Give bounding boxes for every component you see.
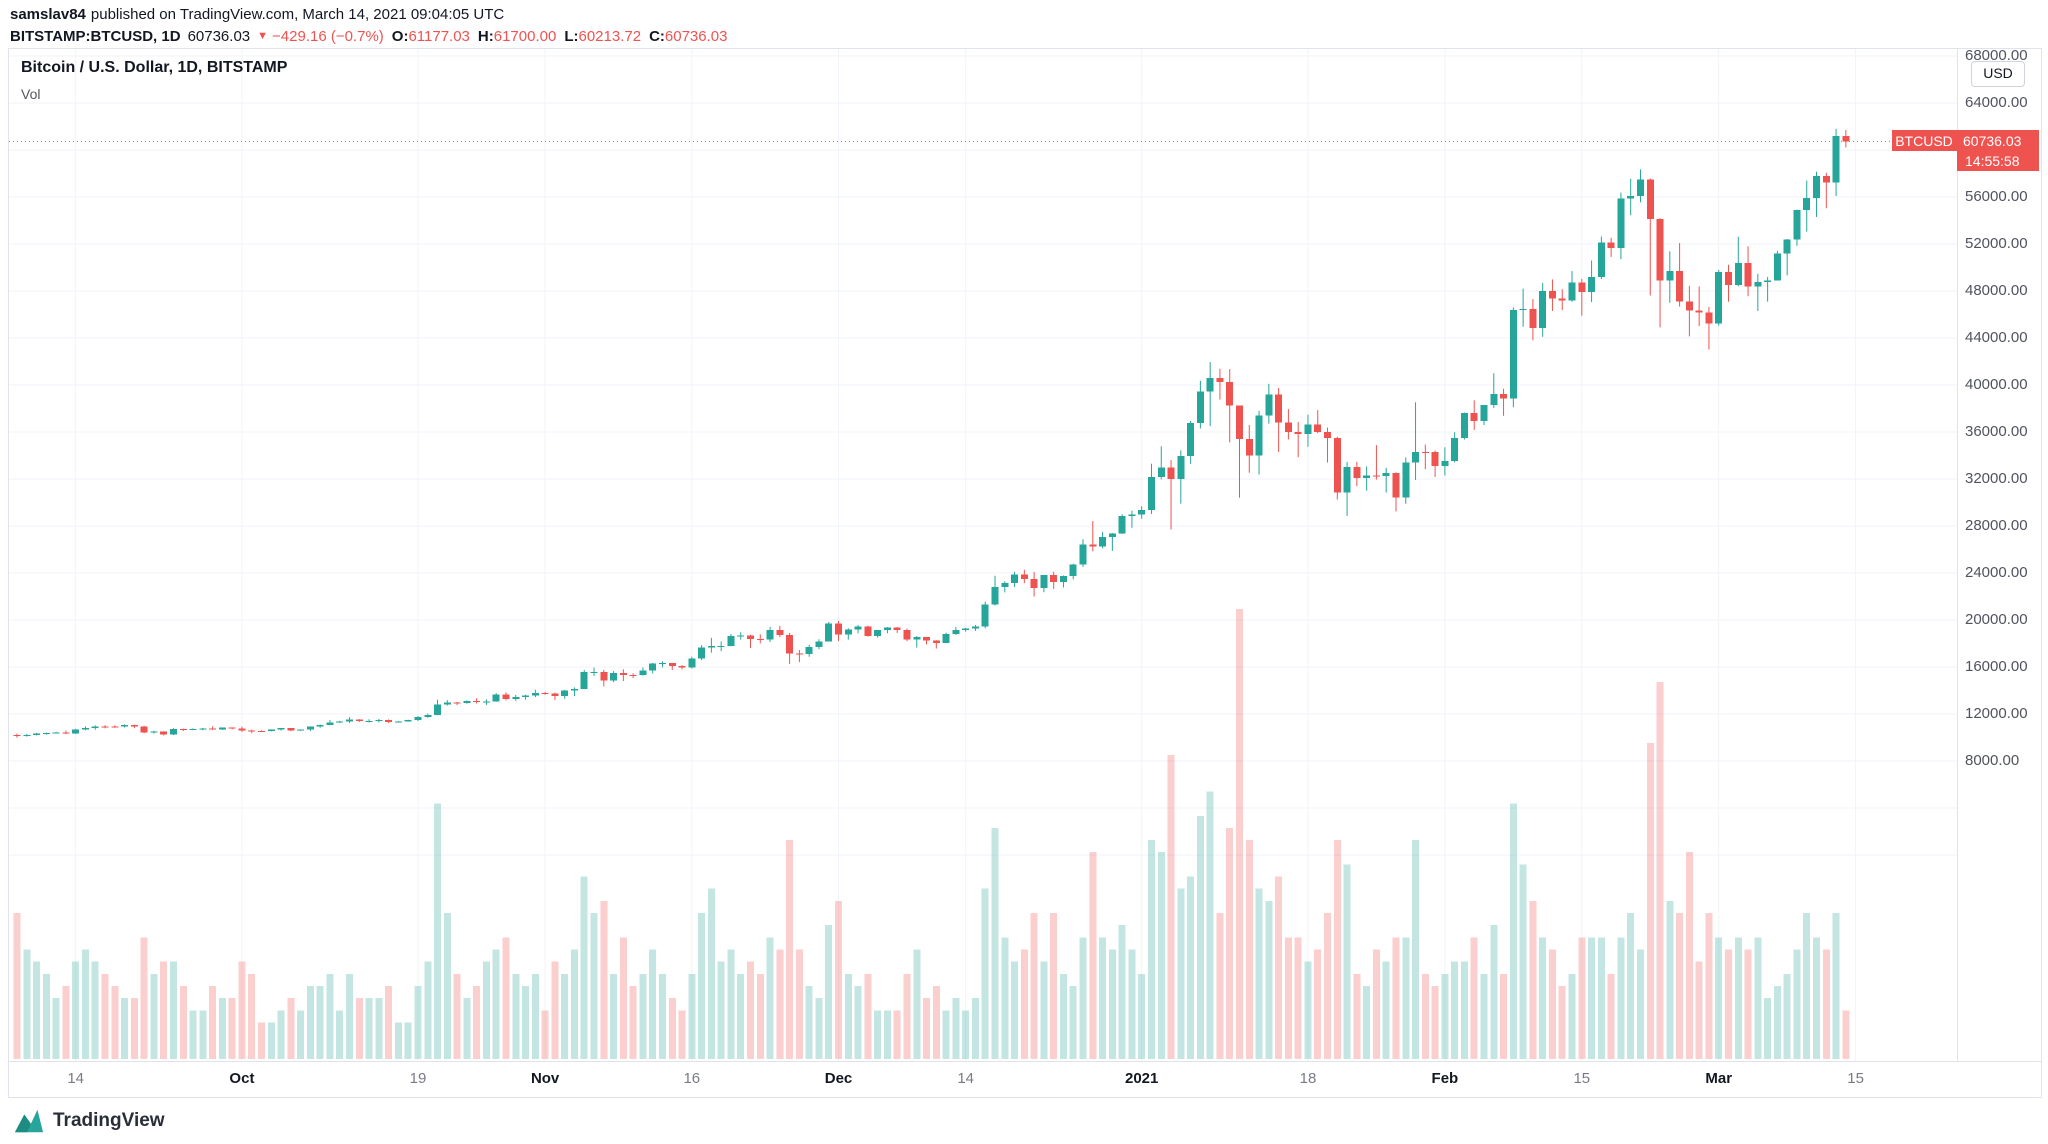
open-label: O: bbox=[391, 28, 409, 45]
close-value: 60736.03 bbox=[664, 28, 728, 45]
chart-legend-title[interactable]: Bitcoin / U.S. Dollar, 1D, BITSTAMP bbox=[21, 59, 288, 76]
price-axis[interactable]: USD 68000.0064000.0060000.0056000.005200… bbox=[1957, 47, 2041, 1061]
price-axis-label: 56000.00 bbox=[1965, 188, 2028, 205]
bar-countdown-tag: 14:55:58 bbox=[1957, 151, 2039, 171]
price-axis-label: 28000.00 bbox=[1965, 517, 2028, 534]
last-price-tag-symbol: BTCUSD bbox=[1895, 132, 1953, 149]
time-axis-label: 14 bbox=[67, 1070, 85, 1087]
time-axis-label: 19 bbox=[409, 1070, 427, 1087]
price-axis-label: 36000.00 bbox=[1965, 423, 2028, 440]
quote-line: BITSTAMP:BTCUSD, 1D 60736.03 ▼ −429.16 (… bbox=[10, 26, 2038, 47]
price-axis-label: 24000.00 bbox=[1965, 564, 2028, 581]
time-axis-label: Oct bbox=[229, 1070, 255, 1087]
time-axis-label: 15 bbox=[1573, 1070, 1591, 1087]
price-axis-label: 16000.00 bbox=[1965, 658, 2028, 675]
price-axis-label: 8000.00 bbox=[1965, 752, 2020, 769]
chart-legend: Bitcoin / U.S. Dollar, 1D, BITSTAMP Vol bbox=[21, 59, 287, 102]
time-axis-label: 15 bbox=[1847, 1070, 1864, 1087]
price-axis-label: 48000.00 bbox=[1965, 282, 2028, 299]
time-axis-label: 2021 bbox=[1125, 1070, 1159, 1087]
ohlc-close: C:60736.03 bbox=[649, 26, 727, 47]
price-axis-label: 44000.00 bbox=[1965, 329, 2028, 346]
time-axis-label: Mar bbox=[1705, 1070, 1733, 1087]
snapshot-header: samslav84 published on TradingView.com, … bbox=[10, 4, 2038, 47]
publish-info-line: samslav84 published on TradingView.com, … bbox=[10, 4, 2038, 25]
time-axis-label: Nov bbox=[530, 1070, 560, 1087]
high-value: 61700.00 bbox=[493, 28, 557, 45]
author-name: samslav84 bbox=[10, 6, 86, 23]
ohlc-high: H:61700.00 bbox=[478, 26, 556, 47]
candlestick-chart[interactable] bbox=[9, 49, 1957, 1061]
last-price-tag: BTCUSD 60736.03 bbox=[1892, 130, 2039, 151]
ohlc-open: O:61177.03 bbox=[392, 26, 470, 47]
chart-area[interactable]: Bitcoin / U.S. Dollar, 1D, BITSTAMP Vol … bbox=[8, 47, 2042, 1098]
high-label: H: bbox=[477, 28, 494, 45]
tradingview-logo-icon[interactable] bbox=[14, 1108, 44, 1134]
price-axis-label: 68000.00 bbox=[1965, 47, 2028, 64]
ohlc-low: L:60213.72 bbox=[564, 26, 641, 47]
price-change: −429.16 (−0.7%) bbox=[272, 28, 384, 45]
last-price-tag-value: 60736.03 bbox=[1963, 132, 2022, 149]
time-axis-label: 16 bbox=[683, 1070, 701, 1087]
price-axis-label: 40000.00 bbox=[1965, 376, 2028, 393]
published-text: published on TradingView.com, March 14, … bbox=[90, 6, 505, 23]
change-down-icon: ▼ bbox=[257, 30, 269, 42]
close-label: C: bbox=[649, 28, 665, 45]
open-value: 61177.03 bbox=[408, 28, 470, 45]
price-axis-label: 12000.00 bbox=[1965, 705, 2028, 722]
low-label: L: bbox=[564, 28, 579, 45]
time-axis-label: 18 bbox=[1299, 1070, 1317, 1087]
price-axis-label: 52000.00 bbox=[1965, 235, 2028, 252]
time-axis-label: Dec bbox=[824, 1070, 853, 1087]
time-axis-label: Feb bbox=[1431, 1070, 1459, 1087]
volume-indicator-label[interactable]: Vol bbox=[21, 86, 41, 102]
currency-toggle-button[interactable]: USD bbox=[1971, 61, 2025, 87]
price-axis-label: 20000.00 bbox=[1965, 611, 2028, 628]
time-axis-label: 14 bbox=[957, 1070, 974, 1087]
last-price: 60736.03 bbox=[187, 28, 251, 45]
time-axis[interactable]: 14 Oct 19 Nov 16 Dec 14 2021 18 Feb 15 Mar 15 bbox=[9, 1061, 2041, 1097]
tradingview-brand-text[interactable]: TradingView bbox=[53, 1110, 165, 1131]
symbol-interval: BITSTAMP:BTCUSD, 1D bbox=[10, 28, 181, 45]
footer: TradingView bbox=[14, 1102, 165, 1140]
low-value: 60213.72 bbox=[578, 28, 642, 45]
price-axis-label: 32000.00 bbox=[1965, 470, 2028, 487]
price-axis-label: 64000.00 bbox=[1965, 94, 2028, 111]
